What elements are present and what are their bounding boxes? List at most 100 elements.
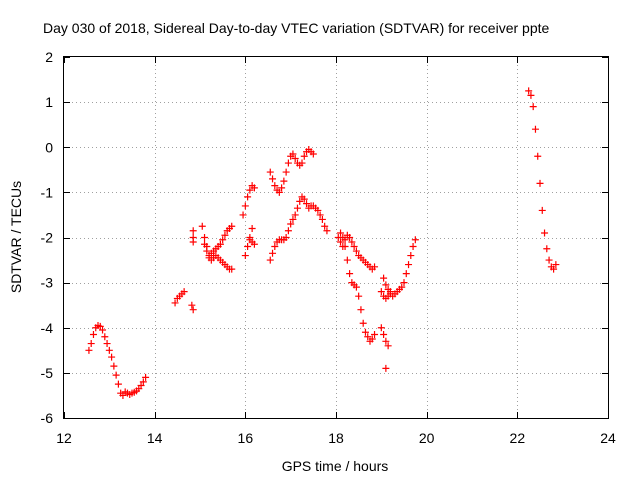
y-tick-label: -2 <box>41 230 54 246</box>
data-point <box>359 319 367 327</box>
data-point <box>241 202 249 210</box>
data-point <box>357 306 365 314</box>
data-point <box>189 238 197 246</box>
y-tick-label: -3 <box>41 275 54 291</box>
series-seg9 <box>246 236 258 248</box>
x-tick-label: 18 <box>328 430 344 446</box>
series-seg4 <box>188 301 197 314</box>
data-point <box>250 184 258 192</box>
y-tick-label: -5 <box>41 365 54 381</box>
data-point <box>386 288 394 296</box>
data-point <box>188 301 196 309</box>
data-point <box>201 234 209 241</box>
series-seg16 <box>377 236 419 302</box>
data-point <box>545 256 553 264</box>
data-point <box>550 265 558 273</box>
data-point <box>346 270 354 278</box>
data-point <box>282 168 290 176</box>
data-point <box>139 378 147 386</box>
data-point <box>278 184 286 192</box>
data-point <box>289 215 297 223</box>
data-point <box>377 288 385 296</box>
data-point <box>201 240 209 248</box>
y-tick-label: 1 <box>45 94 53 110</box>
x-tick-label: 22 <box>510 430 526 446</box>
data-point <box>536 179 544 187</box>
data-point <box>85 346 93 354</box>
data-point <box>300 195 308 203</box>
data-point <box>314 206 322 214</box>
data-point <box>309 150 317 158</box>
data-point <box>180 288 188 296</box>
data-point <box>89 331 97 339</box>
data-point <box>271 182 279 190</box>
chart-title: Day 030 of 2018, Sidereal Day-to-day VTE… <box>43 20 550 36</box>
data-point <box>529 103 537 111</box>
data-point <box>341 243 349 251</box>
data-points <box>85 87 560 399</box>
data-point <box>352 247 360 255</box>
series-seg17 <box>380 274 394 296</box>
data-point <box>323 227 331 235</box>
data-point <box>371 331 379 339</box>
series-seg5 <box>198 222 236 260</box>
axis-ticks <box>64 57 609 419</box>
data-point <box>409 243 417 251</box>
data-point <box>552 261 560 269</box>
data-point <box>219 236 227 244</box>
data-point <box>269 175 277 183</box>
data-point <box>284 159 292 167</box>
data-point <box>108 353 116 361</box>
data-point <box>543 245 551 253</box>
data-point <box>538 206 546 214</box>
data-point <box>291 211 299 219</box>
plot-frame <box>63 56 609 419</box>
data-point <box>266 168 274 176</box>
data-point <box>137 382 145 390</box>
data-point <box>266 256 274 264</box>
data-point <box>382 281 390 289</box>
series-seg1 <box>85 321 150 399</box>
series-seg18 <box>525 87 560 273</box>
series-seg3 <box>189 227 197 246</box>
data-point <box>380 331 388 339</box>
data-point <box>346 234 354 241</box>
data-point <box>293 204 301 212</box>
data-point <box>246 186 254 194</box>
data-point <box>189 227 197 235</box>
data-point <box>269 249 277 257</box>
data-point <box>282 234 290 241</box>
data-point <box>400 279 408 287</box>
x-tick-label: 20 <box>419 430 435 446</box>
data-point <box>228 265 236 273</box>
data-point <box>384 342 392 350</box>
series-seg12 <box>334 231 379 273</box>
data-point <box>407 252 415 260</box>
data-point <box>398 283 406 291</box>
data-point <box>318 215 326 223</box>
data-point <box>284 227 292 235</box>
data-point <box>352 283 360 291</box>
data-point <box>241 252 249 260</box>
x-tick-label: 14 <box>147 430 163 446</box>
data-point <box>339 234 347 241</box>
y-tick-label: -1 <box>41 184 54 200</box>
data-point <box>142 373 150 381</box>
data-point <box>380 274 388 282</box>
data-point <box>402 270 410 278</box>
data-point <box>101 333 109 341</box>
x-tick-label: 12 <box>56 430 72 446</box>
data-point <box>289 150 297 158</box>
grid <box>64 57 608 418</box>
y-tick-label: 2 <box>45 49 53 65</box>
data-point <box>244 193 252 201</box>
data-point <box>355 292 363 300</box>
data-point <box>203 247 211 255</box>
data-point <box>371 263 379 271</box>
data-point <box>114 380 122 388</box>
data-point <box>244 243 252 251</box>
data-point <box>228 222 236 230</box>
data-point <box>239 211 247 219</box>
x-axis-title: GPS time / hours <box>282 458 389 474</box>
x-tick-label: 24 <box>600 430 616 446</box>
